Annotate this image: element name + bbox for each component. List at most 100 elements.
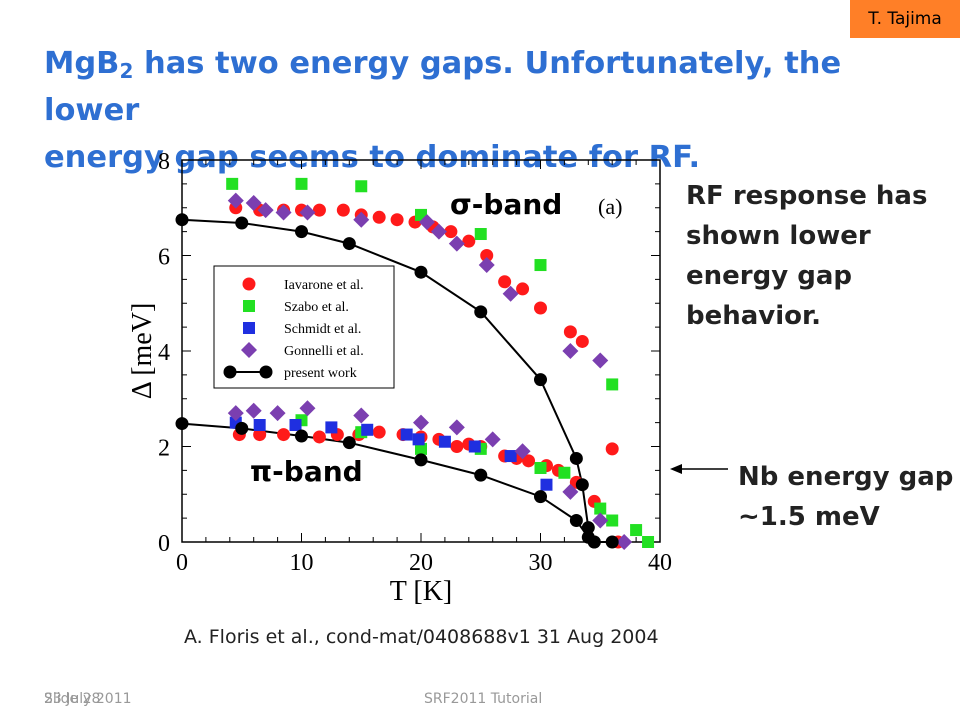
iavarone-point: [372, 425, 386, 439]
present-work-point: [569, 514, 583, 528]
nb-gap-label: Nb energy gap ~1.5 meV: [738, 457, 958, 537]
iavarone-point: [390, 213, 404, 227]
y-axis-label: Δ [meV]: [127, 303, 158, 400]
iavarone-point: [450, 440, 464, 453]
x-tick-label: 10: [290, 550, 314, 576]
legend-entry: Iavarone et al.: [284, 278, 364, 293]
schmidt-point: [468, 440, 481, 453]
nb-gap-value: ~1.5 meV: [738, 502, 880, 532]
legend-entry: Szabo et al.: [284, 300, 349, 315]
present-work-point: [235, 216, 249, 230]
footer-slide-number: Slide 28: [44, 691, 101, 707]
szabo-point: [534, 259, 547, 272]
iavarone-point: [575, 334, 589, 348]
iavarone-point: [312, 430, 326, 444]
schmidt-point: [540, 478, 553, 491]
legend-entry: Gonnelli et al.: [284, 344, 364, 359]
szabo-point: [474, 228, 487, 241]
present-work-point: [575, 478, 589, 492]
schmidt-point: [361, 423, 374, 436]
legend-entry: present work: [284, 366, 357, 381]
legend-marker: [242, 277, 256, 291]
present-work-point: [295, 225, 308, 239]
szabo-point: [226, 177, 239, 190]
gonnelli-point: [592, 352, 609, 369]
x-tick-label: 30: [529, 550, 553, 576]
gonnelli-point: [514, 443, 531, 460]
note-line: shown lower: [686, 221, 871, 251]
szabo-point: [415, 442, 427, 455]
y-tick-label: 6: [158, 245, 170, 271]
y-tick-label: 4: [158, 340, 170, 366]
note-line: energy gap: [686, 261, 852, 291]
szabo-point: [642, 536, 655, 548]
schmidt-point: [412, 433, 425, 446]
present-work-point: [534, 373, 547, 387]
present-work-point: [342, 237, 356, 251]
iavarone-point: [372, 210, 386, 224]
gonnelli-point: [418, 214, 435, 231]
nb-gap-line: Nb energy gap: [738, 462, 954, 492]
iavarone-point: [522, 454, 536, 468]
gonnelli-point: [245, 402, 262, 419]
schmidt-point: [504, 450, 517, 463]
gonnelli-point: [478, 257, 495, 274]
schmidt-point: [438, 435, 451, 448]
y-tick-label: 0: [158, 531, 170, 557]
x-axis-label: T [K]: [390, 576, 452, 607]
gonnelli-point: [430, 223, 447, 240]
footer-date: 23 July 2011: [44, 691, 132, 707]
present-work-point: [175, 417, 189, 431]
gonnelli-point: [502, 285, 519, 302]
author-tag: T. Tajima: [850, 0, 960, 38]
szabo-point: [534, 461, 547, 474]
gonnelli-point: [616, 534, 633, 550]
note-line: RF response has: [686, 181, 928, 211]
present-work-point: [605, 535, 619, 549]
iavarone-point: [253, 428, 267, 442]
present-work-point: [581, 521, 595, 535]
iavarone-point: [534, 301, 547, 315]
pi-band-label: π-band: [250, 455, 363, 488]
schmidt-point: [253, 419, 266, 432]
x-tick-label: 20: [409, 550, 433, 576]
szabo-point: [606, 514, 619, 527]
x-tick-label: 0: [176, 550, 188, 576]
iavarone-point: [312, 203, 326, 217]
schmidt-point: [325, 421, 338, 434]
schmidt-point: [400, 428, 413, 441]
szabo-point: [295, 177, 308, 190]
gonnelli-point: [484, 431, 501, 448]
present-work-point: [474, 468, 488, 482]
sigma-band-label: σ-band: [450, 188, 562, 221]
present-work-point: [175, 213, 189, 227]
szabo-point: [594, 502, 607, 515]
present-work-point: [342, 436, 356, 450]
gonnelli-point: [562, 343, 579, 359]
iavarone-point: [480, 249, 494, 262]
gonnelli-point: [275, 204, 292, 221]
iavarone-point: [605, 442, 619, 456]
gonnelli-point: [353, 211, 370, 228]
szabo-point: [558, 466, 571, 479]
gonnelli-point: [299, 400, 316, 417]
gonnelli-point: [448, 235, 465, 252]
nb-arrow-head: [670, 464, 682, 474]
present-work-point: [235, 421, 249, 435]
title-line-1: MgB2 has two energy gaps. Unfortunately,…: [44, 46, 842, 128]
present-work-point: [569, 451, 583, 465]
szabo-point: [630, 524, 643, 537]
iavarone-point: [277, 428, 291, 442]
citation: A. Floris et al., cond-mat/0408688v1 31 …: [184, 626, 659, 648]
iavarone-point: [516, 282, 530, 296]
legend-marker: [241, 342, 257, 358]
gonnelli-point: [299, 204, 316, 221]
gonnelli-point: [592, 512, 609, 529]
gonnelli-point: [562, 483, 579, 500]
schmidt-point: [289, 419, 302, 432]
szabo-point: [606, 378, 619, 391]
present-work-point: [587, 535, 601, 549]
iavarone-point: [563, 325, 577, 339]
gonnelli-point: [353, 407, 370, 424]
